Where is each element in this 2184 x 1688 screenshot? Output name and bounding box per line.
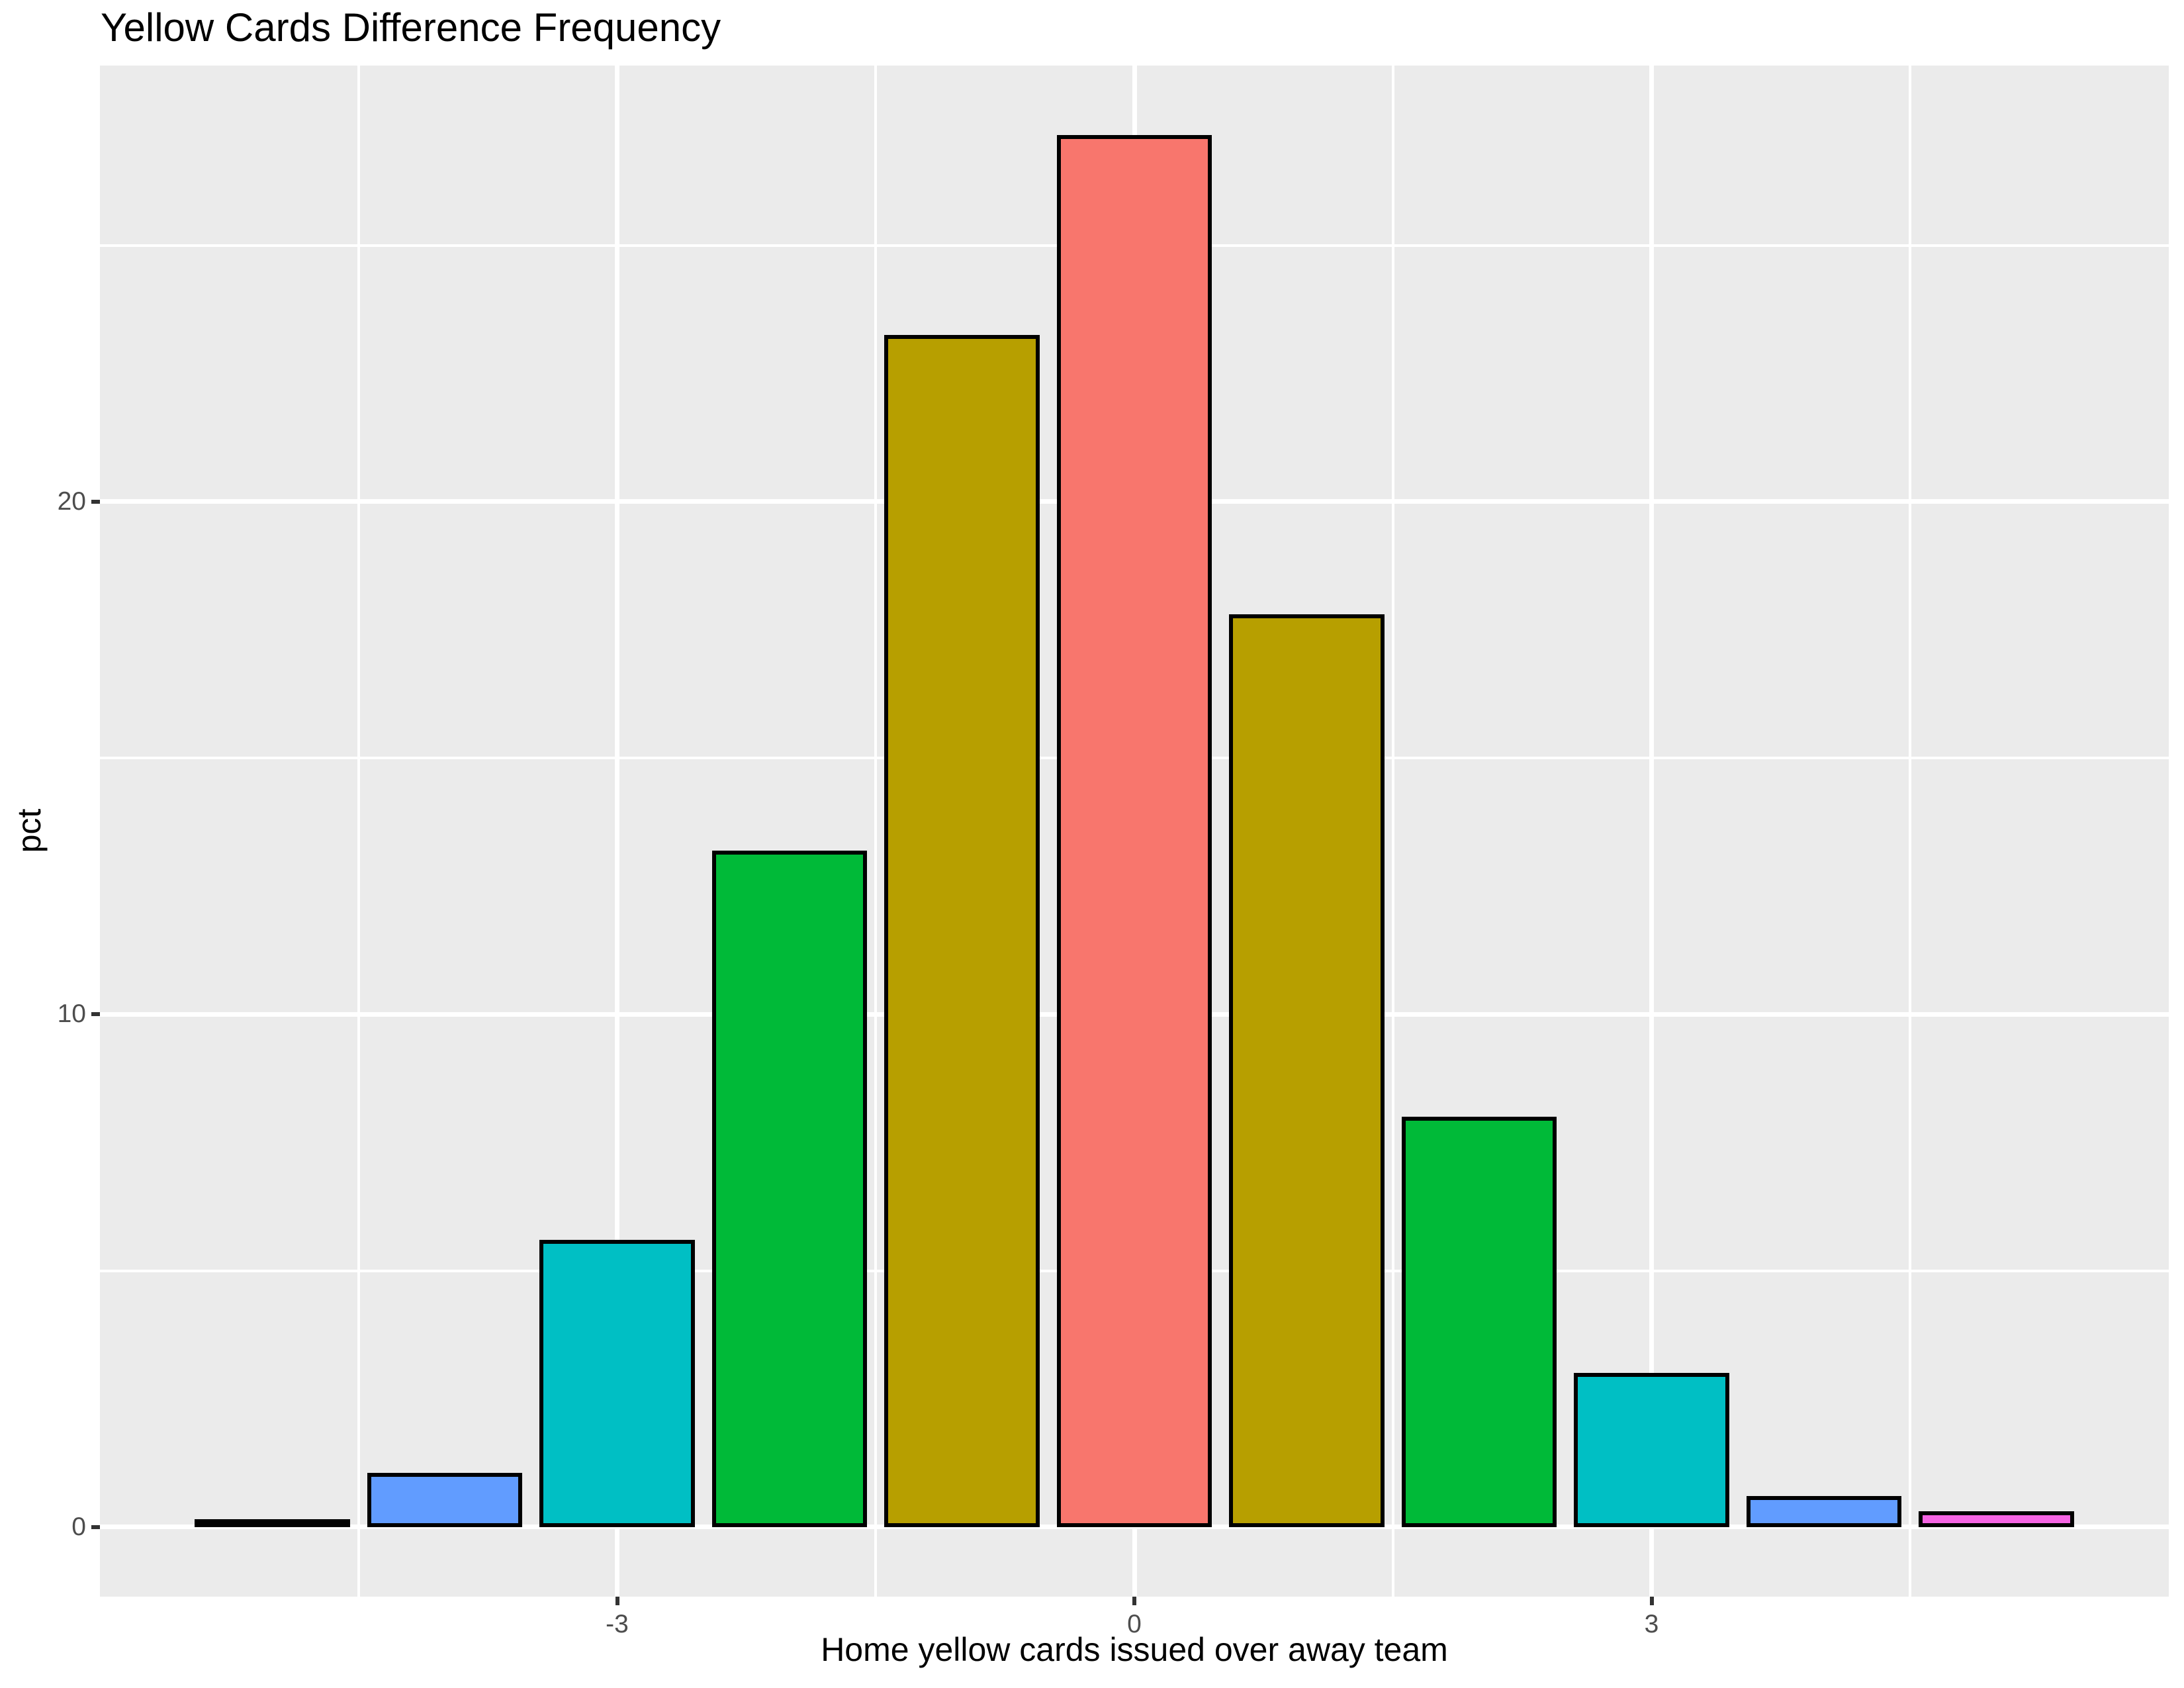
gridline-x-minor-pos4_5 <box>1909 66 1912 1597</box>
y-axis-title: pct <box>11 808 48 853</box>
x-axis-title: Home yellow cards issued over away team <box>821 1631 1448 1668</box>
bar-pos0 <box>1056 135 1212 1527</box>
gridline-x-major-neg3 <box>615 66 619 1597</box>
bar-neg3 <box>539 1240 695 1527</box>
bar-pos3 <box>1574 1373 1729 1527</box>
gridline-x-minor-neg4_5 <box>357 66 360 1597</box>
bar-neg4 <box>367 1473 523 1527</box>
gridline-x-minor-neg1_5 <box>874 66 878 1597</box>
x-tick-pos3 <box>1649 1597 1654 1605</box>
x-tick-neg3 <box>615 1597 619 1605</box>
y-tick-pos10 <box>91 1012 100 1017</box>
x-tick-label-pos3: 3 <box>1644 1610 1659 1638</box>
bar-neg1 <box>884 335 1040 1527</box>
y-tick-label-pos10: 10 <box>57 1000 86 1029</box>
gridline-x-major-pos3 <box>1649 66 1654 1597</box>
bar-pos2 <box>1401 1117 1557 1527</box>
bar-pos1 <box>1229 614 1385 1527</box>
y-tick-label-pos20: 20 <box>57 487 86 516</box>
bar-neg5 <box>195 1519 350 1528</box>
y-tick-pos20 <box>91 499 100 504</box>
y-tick-label-pos0: 0 <box>71 1512 86 1541</box>
plot-panel <box>100 66 2169 1597</box>
chart-title: Yellow Cards Difference Frequency <box>101 5 721 50</box>
y-tick-pos0 <box>91 1524 100 1529</box>
bar-neg2 <box>711 850 868 1527</box>
bar-pos4 <box>1746 1496 1902 1527</box>
x-tick-pos0 <box>1132 1597 1136 1605</box>
bar-pos5 <box>1919 1511 2074 1527</box>
x-tick-label-neg3: -3 <box>606 1610 629 1638</box>
x-tick-label-pos0: 0 <box>1127 1610 1142 1638</box>
gridline-x-minor-pos1_5 <box>1391 66 1394 1597</box>
